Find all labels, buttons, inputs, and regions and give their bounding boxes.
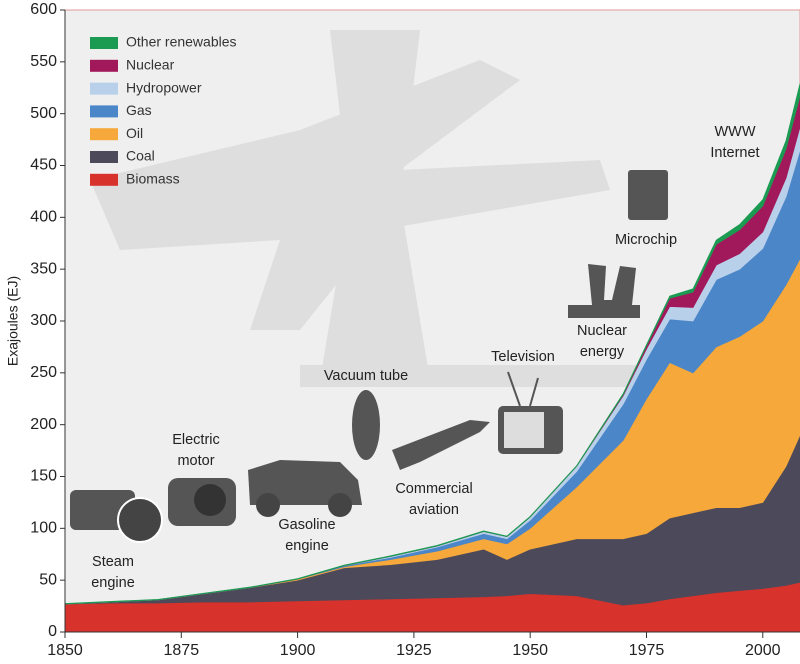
car-wheel-icon bbox=[256, 493, 280, 517]
vacuum-tube-icon bbox=[352, 390, 380, 460]
annotation: Electric bbox=[172, 432, 220, 448]
annotation: energy bbox=[580, 344, 625, 360]
legend-label: Other renewables bbox=[126, 34, 237, 50]
y-tick-label: 350 bbox=[30, 260, 57, 277]
areas bbox=[64, 83, 800, 633]
microchip-icon bbox=[628, 170, 668, 220]
legend-swatch bbox=[90, 173, 118, 186]
legend-swatch bbox=[90, 151, 118, 163]
y-tick-label: 100 bbox=[30, 520, 57, 537]
foreground: 0 50 100 150 200 250 300 350 400 450 500 550 600 1850… bbox=[5, 1, 800, 659]
annotation: Television bbox=[491, 349, 555, 365]
legend-label: Oil bbox=[126, 125, 143, 141]
motor-shaft-icon bbox=[194, 484, 226, 516]
y-tick-label: 300 bbox=[30, 312, 57, 329]
steam-wheel-icon bbox=[117, 497, 163, 543]
y-tick-label: 50 bbox=[39, 571, 57, 588]
annotation: WWW bbox=[714, 124, 755, 140]
annotation: motor bbox=[177, 453, 214, 469]
x-tick-label: 1950 bbox=[512, 642, 548, 659]
y-tick-label: 150 bbox=[30, 468, 57, 485]
y-tick-label: 250 bbox=[30, 364, 57, 381]
legend-swatch bbox=[90, 59, 118, 72]
annotation: Commercial bbox=[395, 481, 472, 497]
car-icon bbox=[248, 460, 362, 505]
annotation: engine bbox=[91, 575, 135, 591]
x-tick-label: 1975 bbox=[629, 642, 665, 659]
plane-icon bbox=[392, 420, 490, 470]
legend-label: Hydropower bbox=[126, 79, 202, 95]
legend-swatch bbox=[90, 37, 118, 49]
y-tick-label: 400 bbox=[30, 209, 57, 226]
annotation: Gasoline bbox=[278, 517, 335, 533]
car-wheel-icon bbox=[328, 493, 352, 517]
y-tick-label: 550 bbox=[30, 53, 57, 70]
nuclear-plant-icon bbox=[568, 264, 640, 318]
legend-label: Gas bbox=[126, 102, 152, 118]
y-tick-label: 500 bbox=[30, 105, 57, 122]
x-tick-label: 1875 bbox=[164, 642, 200, 659]
area bbox=[64, 83, 800, 605]
x-tick-label: 2000 bbox=[745, 642, 781, 659]
annotation: Nuclear bbox=[577, 323, 627, 339]
tv-screen-icon bbox=[504, 412, 544, 448]
y-tick-label: 200 bbox=[30, 416, 57, 433]
annotation: Steam bbox=[92, 554, 134, 570]
annotation: Internet bbox=[710, 145, 759, 161]
legend-swatch bbox=[90, 105, 118, 118]
y-tick-label: 450 bbox=[30, 157, 57, 174]
annotation: Vacuum tube bbox=[324, 368, 408, 384]
tv-antenna bbox=[507, 371, 521, 407]
tv-antenna bbox=[529, 377, 539, 407]
x-tick-label: 1925 bbox=[396, 642, 432, 659]
y-tick-label: 0 bbox=[48, 623, 57, 640]
y-axis-label: Exajoules (EJ) bbox=[5, 276, 21, 366]
legend-label: Biomass bbox=[126, 171, 180, 187]
x-tick-label: 1900 bbox=[280, 642, 316, 659]
y-tick-label: 600 bbox=[30, 1, 57, 18]
x-tick-label: 1850 bbox=[47, 642, 83, 659]
legend-label: Nuclear bbox=[126, 57, 175, 73]
annotation: engine bbox=[285, 538, 329, 554]
legend-label: Coal bbox=[126, 148, 155, 164]
legend-swatch bbox=[90, 82, 118, 95]
annotation: Microchip bbox=[615, 232, 677, 248]
tower-silhouette bbox=[320, 30, 430, 380]
icons bbox=[70, 170, 668, 543]
legend-swatch bbox=[90, 128, 118, 141]
annotation: aviation bbox=[409, 502, 459, 518]
